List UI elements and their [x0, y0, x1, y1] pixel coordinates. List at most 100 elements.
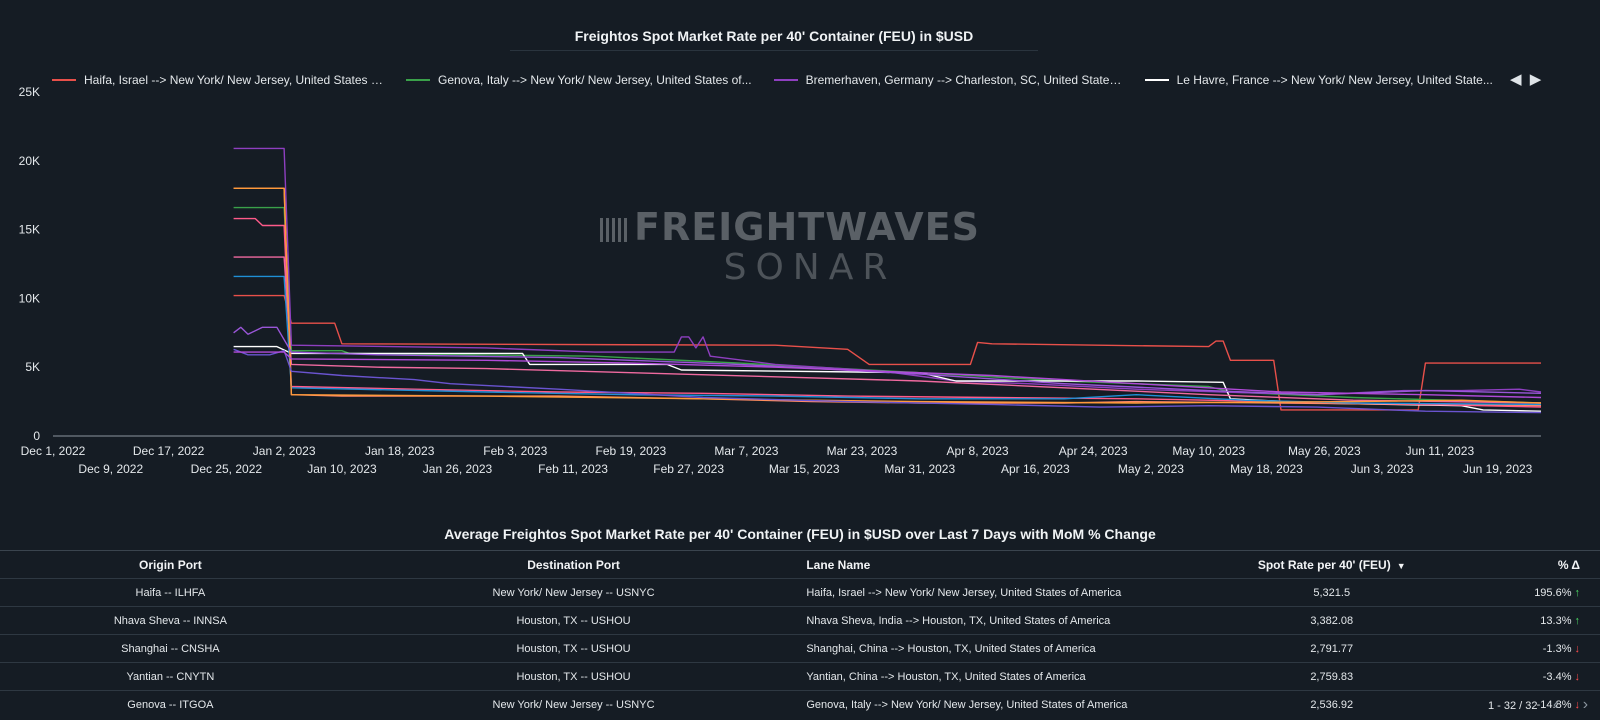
- series-line: [233, 217, 1542, 408]
- arrow-down-icon: ↓: [1574, 698, 1581, 711]
- series-line: [233, 351, 1542, 399]
- arrow-up-icon: ↑: [1574, 586, 1581, 599]
- rate-cell: 2,536.92: [1222, 690, 1441, 718]
- y-tick-label: 20K: [19, 154, 40, 168]
- lane-cell: Nhava Sheva, India --> Houston, TX, Unit…: [806, 606, 1223, 635]
- destination-cell: New York/ New Jersey -- USNYC: [340, 690, 807, 718]
- arrow-up-icon: ↑: [1574, 614, 1581, 627]
- legend-swatch: [406, 79, 430, 81]
- series-line: [233, 275, 1542, 406]
- x-tick-label: May 2, 2023: [1118, 462, 1184, 476]
- title-divider: [510, 50, 1038, 51]
- destination-cell: Houston, TX -- USHOU: [340, 634, 807, 663]
- x-tick-label: Feb 27, 2023: [653, 462, 724, 476]
- series-line: [233, 187, 1542, 407]
- x-tick-label: May 26, 2023: [1288, 444, 1361, 458]
- x-tick-label: Jun 11, 2023: [1406, 444, 1475, 458]
- y-tick-label: 25K: [19, 85, 40, 99]
- x-tick-label: Apr 24, 2023: [1059, 444, 1128, 458]
- x-tick-label: Dec 9, 2022: [78, 462, 143, 476]
- y-tick-label: 10K: [19, 291, 40, 305]
- table-row[interactable]: Nhava Sheva -- INNSA Houston, TX -- USHOU…: [0, 606, 1600, 635]
- pagination-arrows[interactable]: ‹ ›: [1553, 696, 1599, 713]
- x-tick-label: Jan 18, 2023: [365, 444, 435, 458]
- table-row[interactable]: Haifa -- ILHFA New York/ New Jersey -- US…: [0, 578, 1600, 607]
- legend-swatch: [773, 79, 798, 81]
- x-tick-label: Jan 2, 2023: [253, 444, 316, 458]
- rate-cell: 2,791.77: [1222, 634, 1441, 663]
- header-spot-rate[interactable]: Spot Rate per 40' (FEU) ▼: [1223, 551, 1441, 579]
- pct-change-value: 13.3%: [1540, 614, 1572, 627]
- legend-item[interactable]: Genova, Italy --> New York/ New Jersey, …: [406, 73, 752, 87]
- destination-cell: New York/ New Jersey -- USNYC: [340, 578, 807, 607]
- table-row[interactable]: Yantian -- CNYTN Houston, TX -- USHOU Yant…: [0, 662, 1600, 691]
- header-lane-name[interactable]: Lane Name: [806, 557, 871, 572]
- pct-change-cell: 195.6% ↑: [1440, 578, 1600, 607]
- series-line: [233, 326, 1542, 396]
- lane-cell: Yantian, China --> Houston, TX, United S…: [806, 662, 1223, 691]
- x-tick-label: Mar 15, 2023: [769, 462, 840, 476]
- x-tick-label: Dec 25, 2022: [191, 462, 263, 476]
- x-tick-label: Mar 23, 2023: [827, 444, 898, 458]
- line-chart: 0 5K 10K 15K 20K 25K Dec 1, 2022 Dec 17, 2022 Ja…: [0, 60, 1600, 500]
- destination-cell: Houston, TX -- USHOU: [340, 606, 807, 635]
- arrow-down-icon: ↓: [1574, 670, 1581, 683]
- legend-label: Genova, Italy --> New York/ New Jersey, …: [438, 73, 752, 87]
- x-tick-label: Mar 7, 2023: [714, 444, 778, 458]
- chart-legend: Haifa, Israel --> New York/ New Jersey, …: [52, 71, 1515, 89]
- legend-item[interactable]: Bremerhaven, Germany --> Charleston, SC,…: [773, 73, 1123, 87]
- lane-cell: Genova, Italy --> New York/ New Jersey, …: [806, 690, 1223, 718]
- x-tick-label: Dec 17, 2022: [133, 444, 205, 458]
- arrow-down-icon: ↓: [1574, 642, 1581, 655]
- x-tick-label: Jun 19, 2023: [1463, 462, 1533, 476]
- pct-change-cell: 13.3% ↑: [1440, 606, 1600, 635]
- legend-item[interactable]: Haifa, Israel --> New York/ New Jersey, …: [52, 73, 384, 87]
- pct-change-cell: -1.3% ↓: [1440, 634, 1600, 663]
- sort-desc-icon[interactable]: ▼: [1396, 560, 1406, 571]
- x-tick-label: Feb 19, 2023: [595, 444, 666, 458]
- y-tick-label: 0: [33, 429, 40, 443]
- legend-pager-arrows[interactable]: ◀ ▶: [1510, 71, 1544, 88]
- chart-svg: 0 5K 10K 15K 20K 25K Dec 1, 2022 Dec 17, 2022 Ja…: [19, 85, 1542, 476]
- destination-cell: Houston, TX -- USHOU: [340, 662, 807, 691]
- chart-title: Freightos Spot Market Rate per 40' Conta…: [574, 28, 974, 44]
- lane-cell: Haifa, Israel --> New York/ New Jersey, …: [806, 578, 1223, 607]
- rates-table: Origin Port Destination Port Lane Name S…: [0, 551, 1600, 718]
- table-title: Average Freightos Spot Market Rate per 4…: [444, 526, 1156, 542]
- pagination-label: 1 - 32 / 32: [1488, 700, 1538, 712]
- legend-label: Haifa, Israel --> New York/ New Jersey, …: [84, 73, 384, 87]
- origin-cell: Genova -- ITGOA: [0, 690, 341, 718]
- table-row[interactable]: Genova -- ITGOA New York/ New Jersey -- U…: [0, 690, 1600, 718]
- pct-change-cell: -3.4% ↓: [1440, 662, 1600, 691]
- header-origin-port[interactable]: Origin Port: [139, 557, 202, 572]
- origin-cell: Nhava Sheva -- INNSA: [0, 606, 341, 635]
- x-tick-label: Apr 8, 2023: [947, 444, 1009, 458]
- legend-label: Bremerhaven, Germany --> Charleston, SC,…: [805, 73, 1123, 87]
- legend-swatch: [1144, 79, 1169, 81]
- x-tick-label: Feb 3, 2023: [483, 444, 547, 458]
- pct-change-value: -14.8%: [1536, 698, 1572, 711]
- x-tick-label: Apr 16, 2023: [1001, 462, 1070, 476]
- header-pct-change[interactable]: % Δ: [1557, 557, 1580, 572]
- legend-swatch: [52, 79, 76, 81]
- table-header-row: Origin Port Destination Port Lane Name S…: [0, 551, 1600, 579]
- x-tick-label: May 10, 2023: [1172, 444, 1245, 458]
- lane-cell: Shanghai, China --> Houston, TX, United …: [806, 634, 1223, 663]
- legend-item[interactable]: Le Havre, France --> New York/ New Jerse…: [1144, 73, 1493, 87]
- header-destination-port[interactable]: Destination Port: [527, 557, 620, 572]
- x-tick-label: Jun 3, 2023: [1351, 462, 1414, 476]
- x-tick-label: Jan 26, 2023: [423, 462, 493, 476]
- x-tick-label: Jan 10, 2023: [307, 462, 377, 476]
- series-line: [233, 206, 1542, 404]
- origin-cell: Yantian -- CNYTN: [0, 662, 341, 691]
- origin-cell: Haifa -- ILHFA: [0, 578, 341, 607]
- x-tick-label: Feb 11, 2023: [538, 462, 608, 476]
- pct-change-cell: -14.8% ↓: [1440, 690, 1600, 718]
- series-line: [233, 147, 1542, 396]
- y-tick-label: 5K: [25, 360, 40, 374]
- rate-cell: 5,321.5: [1222, 578, 1441, 607]
- x-tick-label: Dec 1, 2022: [21, 444, 86, 458]
- pct-change-value: -1.3%: [1542, 642, 1572, 655]
- table-row[interactable]: Shanghai -- CNSHA Houston, TX -- USHOU Sha…: [0, 634, 1600, 663]
- rate-cell: 2,759.83: [1222, 662, 1441, 691]
